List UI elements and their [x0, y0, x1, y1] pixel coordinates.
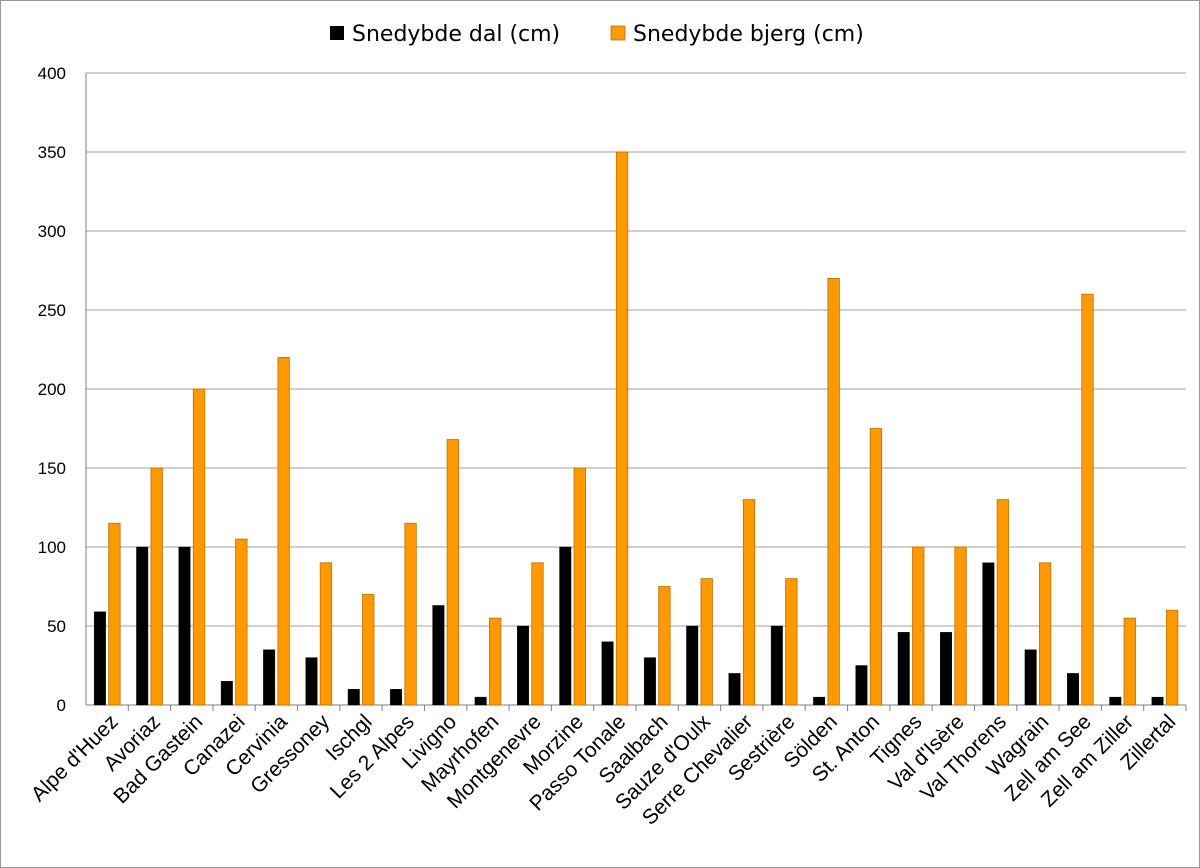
bar-dal: [178, 546, 191, 706]
bar-bjerg: [996, 499, 1010, 706]
legend-label-bjerg: Snedybde bjerg (cm): [633, 22, 864, 47]
bar-dal: [1024, 649, 1037, 706]
bar-bjerg: [1081, 293, 1094, 706]
bar-bjerg: [235, 538, 248, 706]
bar-bjerg: [362, 594, 375, 706]
bar-bjerg: [658, 586, 671, 706]
legend-label-dal: Snedybde dal (cm): [352, 22, 560, 47]
bar-bjerg: [615, 151, 629, 706]
bar-bjerg: [404, 522, 417, 706]
bar-bjerg: [869, 428, 883, 706]
bar-dal: [1067, 673, 1079, 706]
y-tick-label: 400: [38, 64, 66, 83]
bar-bjerg: [446, 439, 460, 706]
bar-dal: [263, 649, 276, 706]
y-tick-label: 50: [47, 617, 66, 636]
bar-bjerg: [742, 499, 756, 706]
bar-dal: [390, 689, 403, 706]
bar-bjerg: [1039, 562, 1052, 706]
bar-dal: [220, 681, 233, 706]
y-tick-label: 150: [38, 459, 66, 478]
legend-swatch-bjerg: [610, 25, 626, 41]
bars: [93, 151, 1179, 706]
bar-dal: [686, 625, 699, 706]
bar-bjerg: [912, 546, 925, 706]
bar-dal: [1151, 696, 1164, 706]
bar-dal: [643, 657, 656, 706]
bar-dal: [728, 673, 741, 706]
bar-bjerg: [1165, 609, 1179, 706]
legend-swatch-dal: [330, 26, 344, 40]
bar-dal: [517, 625, 529, 706]
y-tick-label: 350: [38, 143, 66, 162]
y-tick-label: 300: [38, 222, 66, 241]
bar-bjerg: [277, 356, 290, 706]
y-tick-label: 200: [38, 380, 66, 399]
bar-dal: [601, 641, 614, 706]
legend: Snedybde dal (cm) Snedybde bjerg (cm): [330, 22, 864, 47]
y-tick-labels: 0 50 100 150 200 250 300 350 400: [38, 64, 66, 715]
bar-bjerg: [573, 467, 586, 706]
bar-dal: [813, 696, 826, 706]
bar-dal: [93, 611, 106, 706]
bar-bjerg: [954, 546, 967, 706]
bar-dal: [347, 689, 360, 706]
bar-dal: [982, 562, 995, 706]
bar-bjerg: [785, 578, 798, 706]
bar-bjerg: [1123, 617, 1136, 706]
bar-bjerg: [827, 277, 840, 706]
bar-dal: [305, 657, 318, 706]
bar-bjerg: [192, 388, 206, 706]
bar-dal: [770, 625, 783, 706]
bar-bjerg: [108, 522, 121, 706]
bar-dal: [432, 605, 445, 706]
bar-dal: [559, 546, 572, 706]
bar-dal: [940, 632, 953, 706]
bar-bjerg: [150, 467, 163, 706]
bar-dal: [474, 696, 487, 706]
y-tick-label: 250: [38, 301, 66, 320]
bar-bjerg: [489, 617, 502, 706]
bar-dal: [855, 665, 868, 706]
y-tick-label: 100: [38, 538, 66, 557]
bar-bjerg: [531, 562, 544, 706]
y-tick-label: 0: [57, 696, 66, 715]
bar-dal: [1109, 696, 1122, 706]
bar-bjerg: [700, 578, 713, 706]
bar-bjerg: [319, 562, 333, 706]
bar-dal: [897, 632, 910, 706]
bar-dal: [136, 546, 149, 706]
